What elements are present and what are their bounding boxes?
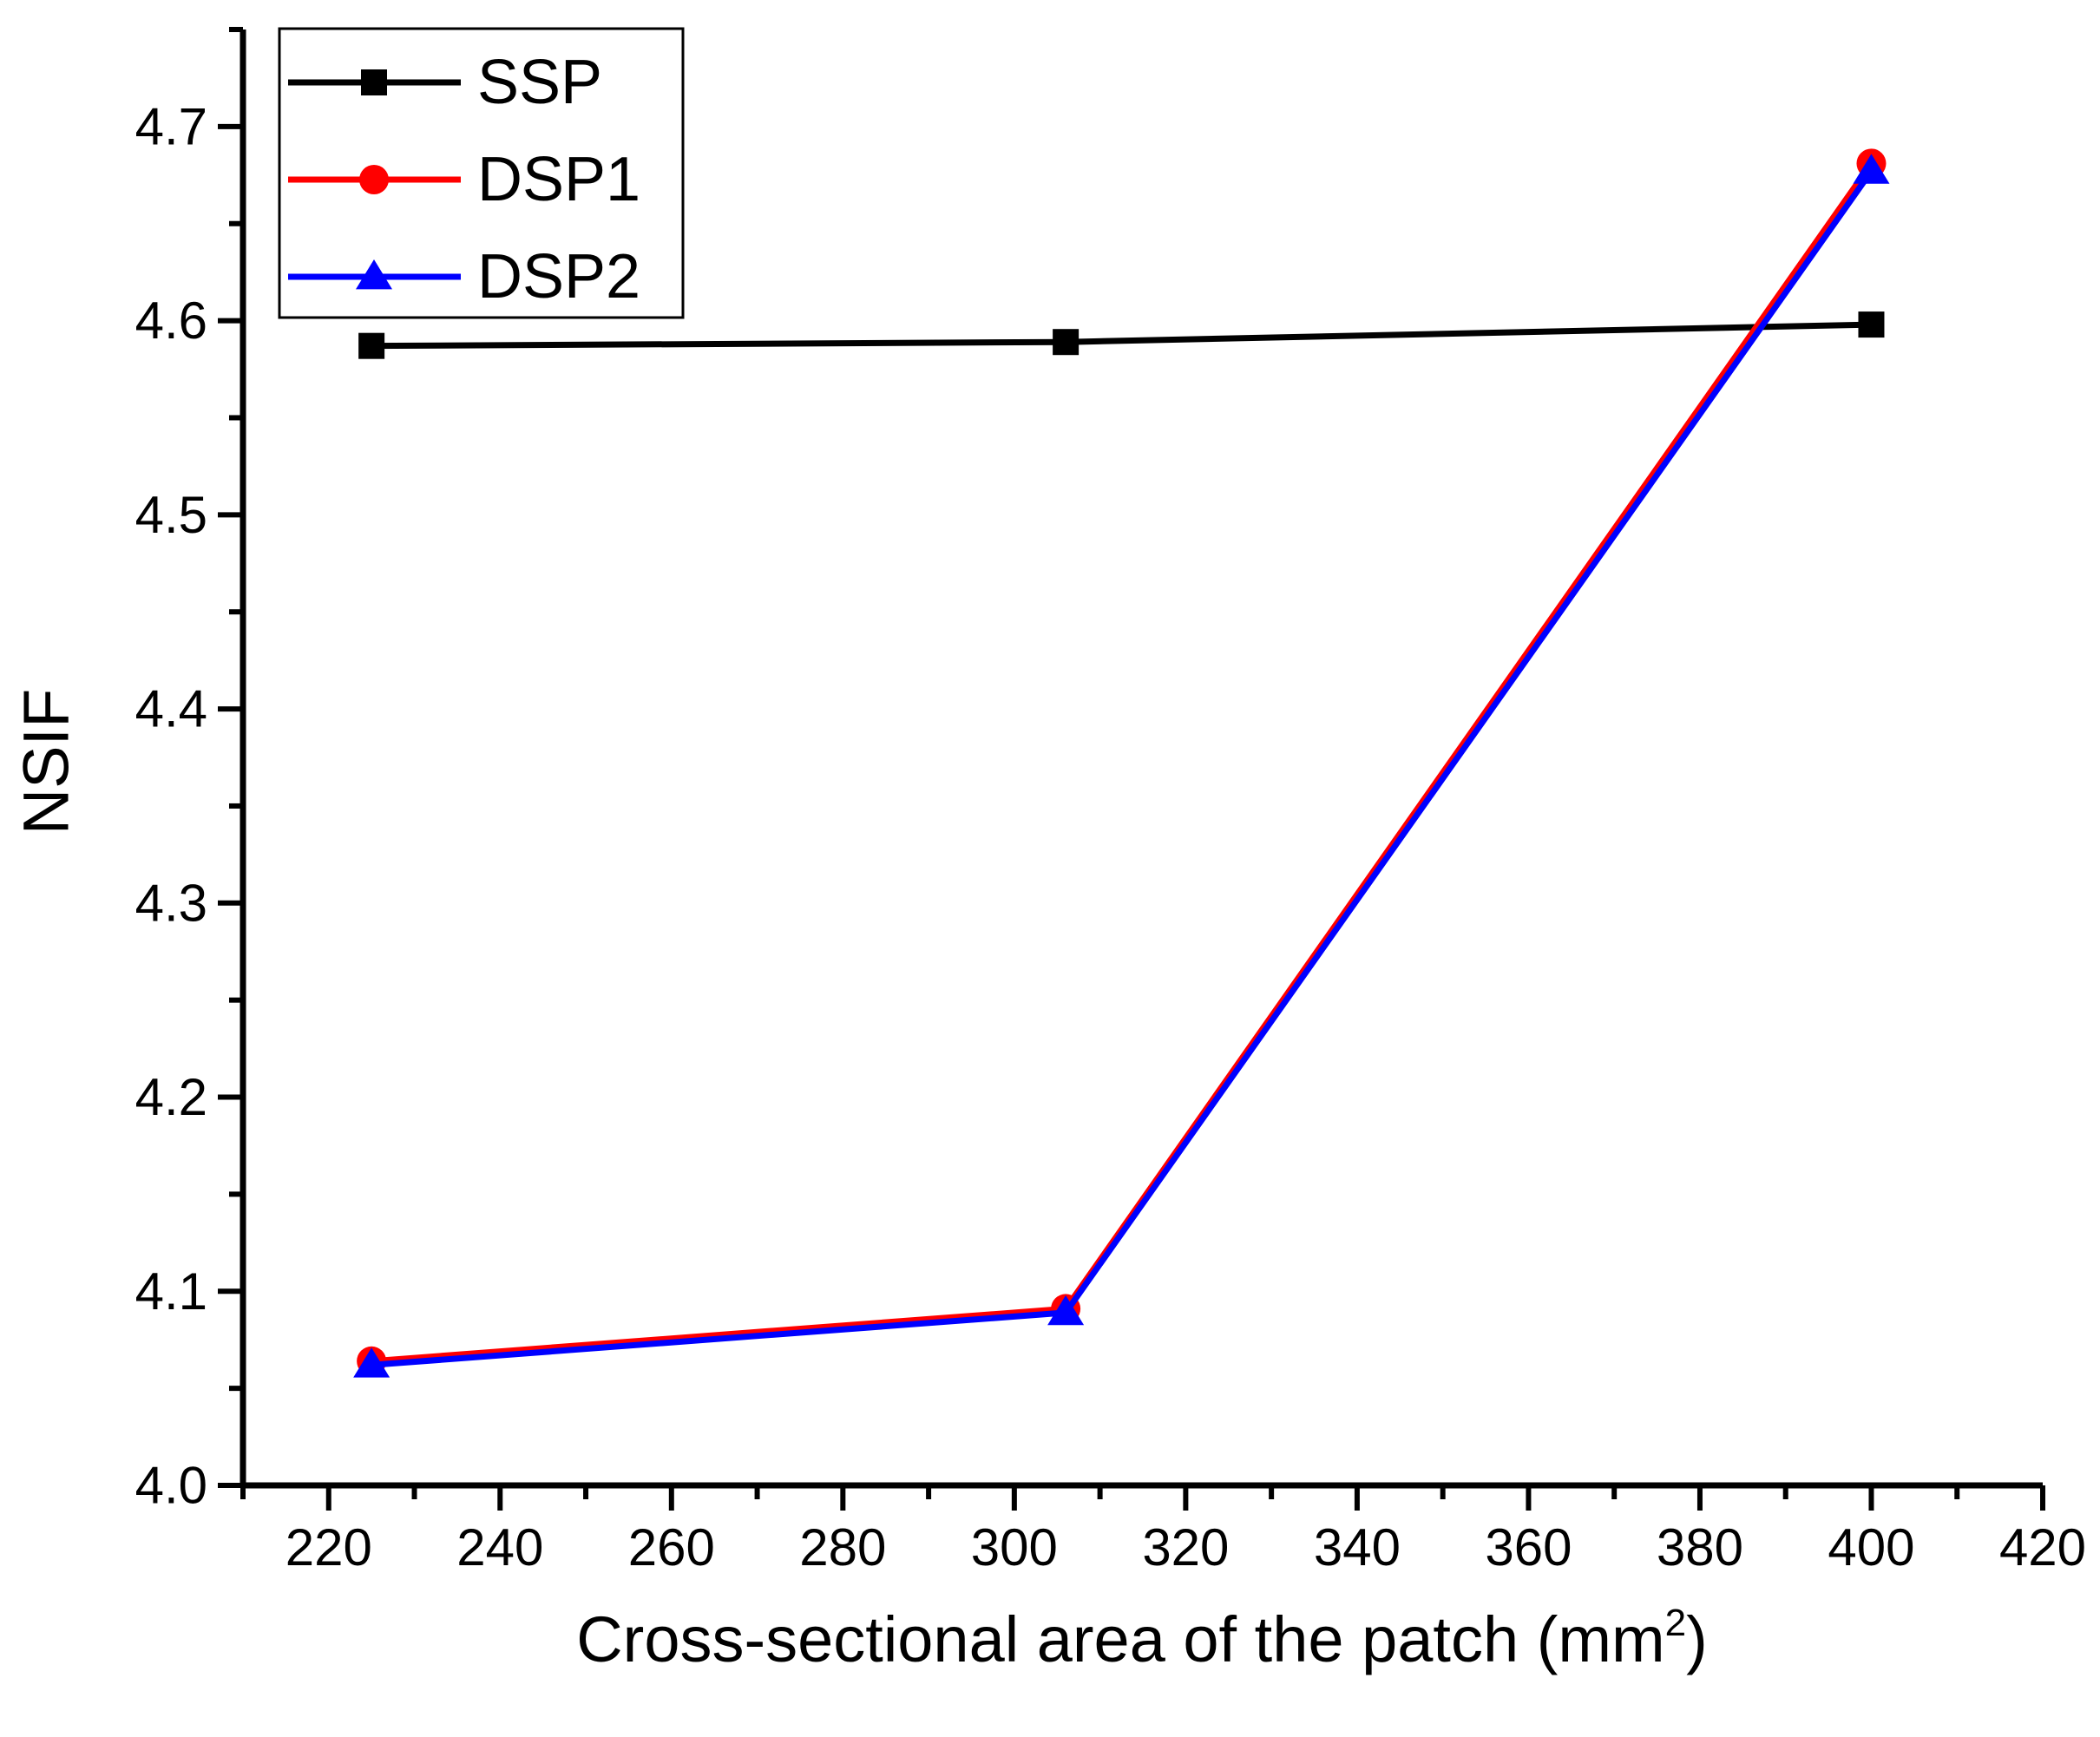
legend-marker-dsp2 [356, 259, 392, 290]
legend-item-ssp: SSP [288, 48, 602, 117]
data-point-dsp2 [1047, 1295, 1085, 1326]
y-tick-label: 4.0 [135, 1457, 207, 1515]
x-axis-title: Cross-sectional area of the patch (mm2) [576, 1602, 1708, 1675]
x-tick-label: 240 [456, 1518, 543, 1576]
x-tick-label: 380 [1657, 1518, 1743, 1576]
data-point-dsp2 [1853, 154, 1890, 184]
x-tick-label: 340 [1314, 1518, 1401, 1576]
y-tick-label: 4.7 [135, 97, 207, 155]
series-ssp [358, 311, 1885, 359]
legend-label-dsp1: DSP1 [477, 145, 640, 214]
series-layer [353, 148, 1890, 1378]
y-axis-title: NSIF [10, 689, 82, 836]
y-tick-label: 4.6 [135, 292, 207, 350]
data-point-ssp [1858, 311, 1885, 338]
x-tick-label: 420 [1999, 1518, 2086, 1576]
legend-item-dsp2: DSP2 [288, 242, 640, 311]
legend: SSP DSP1 DSP2 [278, 27, 685, 319]
legend-marker-dsp1 [359, 165, 389, 194]
series-dsp1 [357, 148, 1887, 1376]
legend-entries: SSP DSP1 DSP2 [288, 48, 640, 311]
x-axis-title-superscript: 2 [1665, 1602, 1686, 1644]
x-axis-title-main: Cross-sectional area of the patch (mm [576, 1603, 1664, 1675]
y-tick-label: 4.3 [135, 874, 207, 932]
series-line-ssp [371, 321, 1872, 350]
data-point-ssp [1053, 329, 1080, 356]
legend-frame [278, 27, 685, 319]
y-tick-label: 4.2 [135, 1068, 207, 1126]
y-tick-label: 4.4 [135, 680, 207, 738]
series-dsp2 [353, 154, 1890, 1378]
data-point-ssp [358, 332, 385, 359]
legend-label-ssp: SSP [477, 48, 602, 117]
x-tick-label: 280 [799, 1518, 886, 1576]
legend-label-dsp2: DSP2 [477, 242, 640, 311]
y-tick-label: 4.5 [135, 486, 207, 544]
legend-marker-ssp [361, 69, 387, 95]
axes: 220 240 260 280 300 320 340 360 380 400 420 4.0 4.1 4… [135, 27, 2086, 1576]
x-axis-title-suffix: ) [1686, 1603, 1708, 1675]
x-tick-label: 360 [1485, 1518, 1572, 1576]
series-line-dsp2 [371, 169, 1874, 1368]
x-tick-label: 300 [971, 1518, 1058, 1576]
x-tick-label: 220 [285, 1518, 372, 1576]
x-tick-label: 260 [628, 1518, 715, 1576]
y-tick-label: 4.1 [135, 1262, 207, 1321]
x-tick-label: 320 [1142, 1518, 1229, 1576]
data-point-dsp2 [353, 1347, 390, 1378]
x-tick-label: 400 [1828, 1518, 1914, 1576]
legend-item-dsp1: DSP1 [288, 145, 640, 214]
